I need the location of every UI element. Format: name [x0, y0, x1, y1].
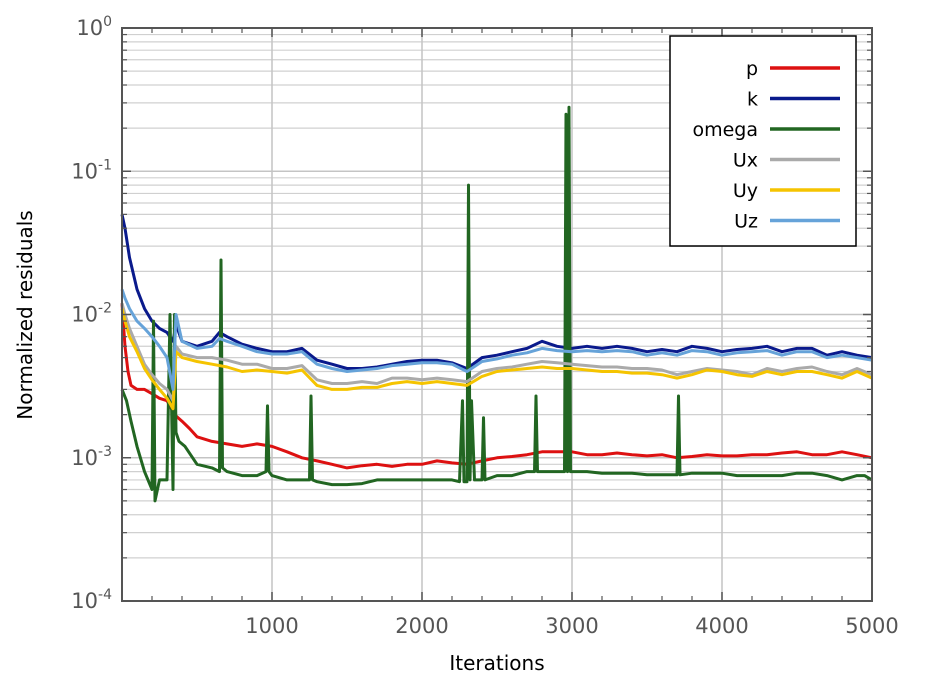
series-line-p	[120, 303, 873, 470]
series-lines	[120, 105, 873, 503]
y-tick-label: 10-1	[71, 157, 112, 183]
x-tick-label: 3000	[545, 614, 598, 638]
y-axis-title: Normalized residuals	[13, 210, 37, 419]
y-tick-labels: 100 10-1 10-2 10-3 10-4	[71, 14, 112, 613]
series-line-ux	[120, 302, 873, 403]
legend: pk omega Ux Uy Uz	[669, 35, 857, 247]
legend-label: k	[747, 89, 758, 111]
legend-label: Ux	[733, 150, 758, 172]
x-tick-label: 5000	[845, 614, 898, 638]
series-line-omega	[120, 105, 873, 503]
series-line-uy	[120, 308, 873, 411]
x-tick-label: 1000	[245, 614, 298, 638]
legend-label: omega	[692, 119, 758, 141]
y-tick-label: 10-2	[71, 301, 112, 327]
x-tick-label: 2000	[395, 614, 448, 638]
y-tick-label: 10-3	[71, 444, 112, 470]
y-tick-label: 100	[76, 14, 112, 40]
axis-ticks	[122, 27, 873, 602]
x-tick-label: 4000	[695, 614, 748, 638]
x-axis-title: Iterations	[449, 651, 544, 675]
x-tick-labels: 1000 2000 3000 4000 5000	[245, 614, 898, 638]
legend-box	[669, 35, 857, 247]
legend-label: p	[746, 58, 758, 80]
legend-label: Uy	[733, 180, 758, 202]
y-tick-label: 10-4	[71, 587, 112, 613]
series-line-uz	[120, 288, 873, 391]
legend-label: Uz	[734, 211, 758, 233]
